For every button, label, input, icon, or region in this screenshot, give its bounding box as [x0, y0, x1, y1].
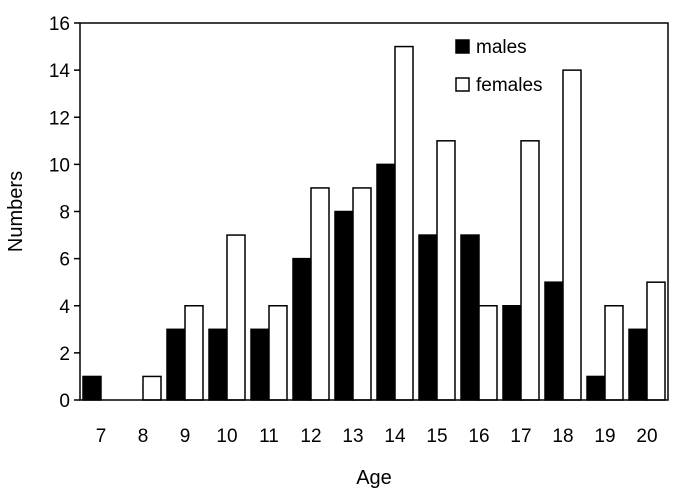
x-tick-label: 11 — [259, 426, 279, 447]
x-tick-label: 13 — [342, 426, 363, 447]
x-tick-label: 9 — [180, 426, 191, 447]
x-tick-label: 17 — [510, 426, 531, 447]
bar-females-16 — [478, 305, 498, 401]
x-tick-label: 10 — [216, 426, 237, 447]
x-axis-title: Age — [356, 467, 392, 489]
bar-males-20 — [628, 328, 648, 401]
bar-males-15 — [418, 234, 438, 401]
legend-swatch-males — [455, 39, 470, 54]
bar-females-19 — [604, 305, 624, 401]
legend: males females — [455, 37, 543, 96]
bar-females-8 — [142, 375, 162, 401]
bar-females-11 — [268, 305, 288, 401]
y-tick-label: 0 — [59, 391, 70, 412]
legend-label-males: males — [476, 37, 527, 58]
bar-males-9 — [166, 328, 186, 401]
y-tick-label: 12 — [49, 108, 70, 129]
bar-females-9 — [184, 305, 204, 401]
x-tick-label: 19 — [594, 426, 615, 447]
y-axis-title: Numbers — [5, 171, 27, 252]
bars-layer — [82, 45, 666, 401]
bar-females-18 — [562, 69, 582, 401]
x-tick-label: 12 — [300, 426, 321, 447]
bar-males-10 — [208, 328, 228, 401]
bar-females-17 — [520, 140, 540, 401]
bar-females-10 — [226, 234, 246, 401]
bar-males-19 — [586, 375, 606, 401]
bar-females-14 — [394, 45, 414, 401]
bar-females-12 — [310, 187, 330, 401]
x-axis: 7 8 9 10 11 12 13 14 15 16 17 18 19 20 — [96, 426, 658, 447]
x-tick-label: 8 — [138, 426, 149, 447]
y-tick-label: 6 — [59, 250, 70, 271]
y-tick-label: 8 — [59, 203, 70, 224]
y-tick-label: 10 — [49, 155, 70, 176]
x-tick-label: 14 — [384, 426, 406, 447]
y-tick-label: 16 — [49, 14, 70, 35]
bar-males-7 — [82, 375, 102, 401]
bar-females-13 — [352, 187, 372, 401]
legend-label-females: females — [476, 75, 543, 96]
bar-males-17 — [502, 305, 522, 401]
bar-males-13 — [334, 210, 354, 401]
legend-swatch-females — [455, 77, 470, 92]
x-tick-label: 18 — [552, 426, 573, 447]
y-tick-label: 4 — [59, 297, 70, 318]
y-tick-label: 2 — [59, 344, 70, 365]
bar-males-11 — [250, 328, 270, 401]
bar-males-14 — [376, 163, 396, 401]
bar-males-18 — [544, 281, 564, 401]
x-tick-label: 15 — [426, 426, 447, 447]
bar-females-15 — [436, 140, 456, 401]
bar-females-20 — [646, 281, 666, 401]
bar-males-12 — [292, 257, 312, 401]
y-tick-label: 14 — [49, 61, 71, 82]
x-tick-label: 7 — [96, 426, 107, 447]
x-tick-label: 20 — [636, 426, 657, 447]
y-axis: 0 2 4 6 8 10 12 14 16 — [49, 14, 80, 412]
x-tick-label: 16 — [468, 426, 489, 447]
bar-males-16 — [460, 234, 480, 401]
